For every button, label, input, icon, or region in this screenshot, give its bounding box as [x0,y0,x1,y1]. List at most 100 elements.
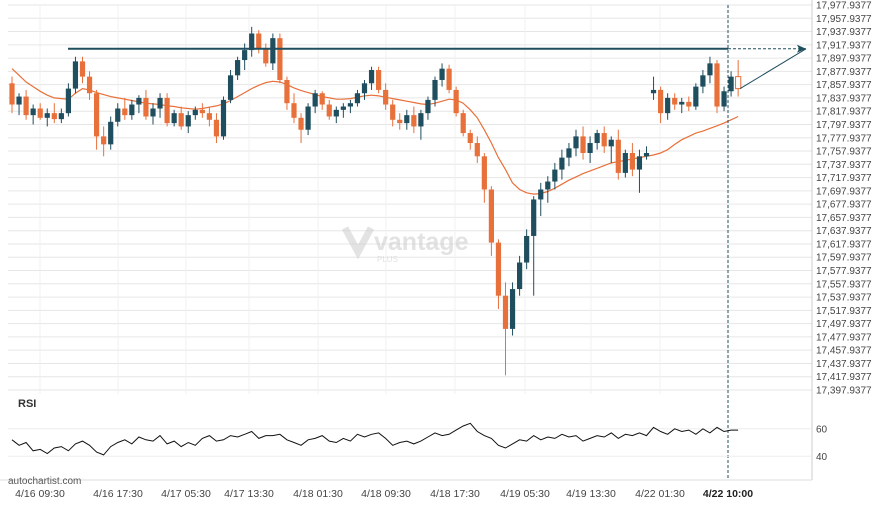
watermark-logo-icon [341,226,375,260]
candle-bullish [665,97,671,114]
price-tick-label: 17,937.9377 [816,27,872,38]
price-tick-label: 17,597.9377 [816,253,872,264]
price-tick-label: 17,717.9377 [816,173,872,184]
candle-bullish [361,83,368,94]
candle-bullish [538,189,544,200]
candle-bullish [157,97,163,109]
candle-bullish [44,113,50,118]
candle-bearish [164,97,170,124]
candle-bullish [65,88,71,114]
watermark-sub: PLUS [377,255,398,264]
candle-bearish [615,139,621,173]
price-tick-label: 17,957.9377 [816,14,872,25]
resistance-layer [68,5,807,480]
candle-bullish [721,91,727,107]
candle-bullish [220,99,227,137]
moving-average-line [11,68,739,195]
candle-bearish [383,89,389,105]
candle-bullish [368,70,375,84]
candle-bearish [199,109,205,114]
candles-layer [9,26,742,376]
price-tick-label: 17,897.9377 [816,54,872,65]
candle-bullish [72,61,79,89]
candle-bearish [580,136,586,153]
price-axis: 17,977.9377 17,957.9377 17,937.9377 17,917.… [811,0,872,480]
candle-bullish [439,68,445,80]
candle-bullish [171,113,177,124]
candle-bearish [23,96,29,116]
candle-bullish [404,115,410,124]
rsi-tick-label: 60 [816,424,828,435]
candle-bearish [481,156,487,190]
candle-bearish [735,76,742,90]
time-tick-label: 4/17 13:30 [224,488,274,500]
grid-layer [8,4,812,394]
price-tick-label: 17,437.9377 [816,359,872,370]
candle-bullish [192,109,198,116]
candle-bullish [108,121,114,145]
price-tick-label: 17,697.9377 [816,186,872,197]
candle-bullish [587,143,593,153]
price-tick-label: 17,757.9377 [816,147,872,158]
candle-bearish [37,108,43,118]
candle-bullish [425,99,431,114]
time-tick-label: 4/22 01:30 [635,488,685,500]
candle-bearish [94,93,100,137]
price-tick-label: 17,537.9377 [816,293,872,304]
candle-bullish [679,101,685,105]
candle-bullish [650,89,657,94]
candle-bullish [340,106,346,110]
candle-bullish [643,152,650,157]
watermark-brand: vantage [374,228,469,256]
candle-bearish [601,133,607,147]
price-tick-label: 17,397.9377 [816,386,872,397]
candle-bullish [305,106,311,130]
candle-bullish [418,113,424,127]
candle-bullish [129,104,135,116]
candle-bearish [291,103,297,118]
price-tick-label: 17,457.9377 [816,346,872,357]
forecast-arrow-icon [797,44,806,53]
candle-bearish [122,108,128,116]
candle-bearish [446,68,452,90]
candle-bullish [235,60,241,76]
candle-bearish [263,48,269,64]
candle-bullish [58,113,64,120]
candle-bearish [460,113,466,134]
moving-average-layer [11,68,739,195]
watermark: vantage PLUS [341,226,469,264]
candle-bearish [79,61,86,77]
price-tick-label: 17,857.9377 [816,80,872,91]
candle-bearish [467,133,473,144]
price-tick-label: 17,417.9377 [816,372,872,383]
candle-bearish [213,119,220,137]
price-tick-label: 17,557.9377 [816,279,872,290]
candle-bearish [284,79,290,104]
candle-bearish [474,143,480,157]
price-tick-label: 17,777.9377 [816,133,872,144]
candle-bearish [495,242,502,296]
rsi-label: RSI [18,398,36,410]
candle-bullish [559,157,565,170]
candle-bearish [488,189,494,243]
candle-bearish [143,97,149,117]
candle-bullish [312,93,318,107]
rsi-line [11,422,739,456]
candle-bullish [354,93,361,104]
candle-bearish [390,104,396,120]
price-tick-label: 17,877.9377 [816,67,872,78]
rsi-panel: RSI 60 40 [8,398,828,463]
candle-bullish [347,103,353,107]
candle-bearish [326,104,332,117]
candle-bullish [531,199,537,236]
time-tick-label: 4/19 05:30 [500,488,550,500]
price-tick-label: 17,617.9377 [816,239,872,250]
candle-bearish [319,93,325,105]
candle-bearish [298,117,304,130]
candle-bullish [517,262,523,290]
candle-bullish [566,148,572,158]
candle-bearish [686,101,692,107]
price-tick-label: 17,477.9377 [816,332,872,343]
